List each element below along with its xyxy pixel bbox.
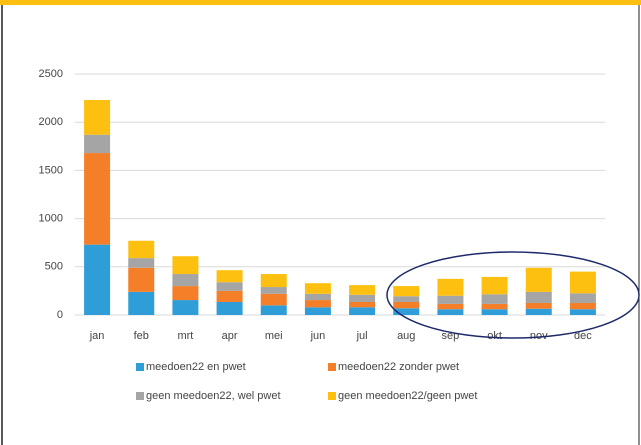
x-tick-label: jul — [356, 330, 368, 342]
bar-segment — [128, 267, 155, 292]
legend-label: geen meedoen22/geen pwet — [338, 390, 477, 402]
bar-segment — [349, 301, 376, 308]
legend-label: geen meedoen22, wel pwet — [146, 390, 281, 402]
x-tick-label: mrt — [177, 330, 193, 342]
bar-segment — [481, 276, 508, 295]
bar-segment — [260, 305, 287, 315]
x-tick-label: okt — [487, 330, 502, 342]
bar-segment — [260, 274, 287, 288]
bar-segment — [481, 303, 508, 310]
highlight-ellipse — [386, 251, 640, 339]
bar-segment — [393, 308, 420, 315]
bar-segment — [128, 240, 155, 259]
bar-segment — [569, 302, 596, 310]
bar-segment — [437, 278, 464, 296]
y-tick-label: 0 — [57, 309, 63, 321]
bar-segment — [128, 258, 155, 268]
x-tick-label: jan — [89, 330, 105, 342]
bar-segment — [304, 307, 331, 315]
x-tick-label: apr — [222, 330, 238, 342]
bar-segment — [481, 309, 508, 315]
x-tick-label: mei — [265, 330, 283, 342]
bar-segment — [260, 293, 287, 306]
bar-segment — [393, 301, 420, 309]
y-tick-label: 1000 — [39, 213, 63, 225]
bar-segment — [393, 296, 420, 302]
bar-segment — [569, 309, 596, 315]
legend-label: meedoen22 zonder pwet — [338, 361, 459, 373]
bar-segment — [84, 244, 111, 315]
bar-segment — [304, 293, 331, 301]
bar-segment — [349, 285, 376, 295]
bar-segment — [349, 294, 376, 302]
legend-swatch — [328, 392, 336, 400]
bar-segment — [128, 291, 155, 315]
bar-segment — [437, 309, 464, 315]
x-tick-label: feb — [134, 330, 149, 342]
bar-segment — [569, 293, 596, 303]
x-tick-label: nov — [530, 330, 548, 342]
x-tick-label: aug — [397, 330, 415, 342]
bar-segment — [304, 283, 331, 294]
bar-segment — [481, 294, 508, 304]
bar-segment — [172, 274, 199, 287]
bar-segment — [260, 287, 287, 294]
y-tick-label: 500 — [45, 261, 63, 273]
x-tick-label: jun — [310, 330, 326, 342]
y-tick-label: 2500 — [39, 68, 63, 80]
bar-segment — [84, 153, 111, 245]
x-tick-label: dec — [574, 330, 592, 342]
bar-segment — [525, 308, 552, 315]
legend-swatch — [136, 363, 144, 371]
bar-segment — [172, 300, 199, 315]
bar-segment — [216, 270, 243, 283]
bar-segment — [172, 286, 199, 301]
bar-segment — [84, 100, 111, 135]
bar-segment — [216, 282, 243, 291]
bar-segment — [437, 303, 464, 310]
bar-segment — [525, 302, 552, 309]
y-tick-label: 2000 — [39, 116, 63, 128]
bar-segment — [525, 267, 552, 292]
plot-area: 0 500 1000 1500 2000 2500 jan feb mrt apr mei jun ju… — [39, 68, 605, 402]
top-banner — [0, 0, 641, 5]
legend-swatch — [136, 392, 144, 400]
legend-label: meedoen22 en pwet — [146, 361, 246, 373]
bar-segment — [216, 301, 243, 315]
legend-swatch — [328, 363, 336, 371]
bar-segment — [393, 286, 420, 297]
bar-segment — [349, 307, 376, 315]
bar-segment — [437, 295, 464, 304]
bar-segment — [172, 256, 199, 275]
y-tick-label: 1500 — [39, 164, 63, 176]
bar-segment — [84, 134, 111, 154]
bar-segment — [569, 271, 596, 294]
bar-segment — [525, 291, 552, 303]
bar-segment — [216, 290, 243, 302]
bar-segment — [304, 300, 331, 308]
